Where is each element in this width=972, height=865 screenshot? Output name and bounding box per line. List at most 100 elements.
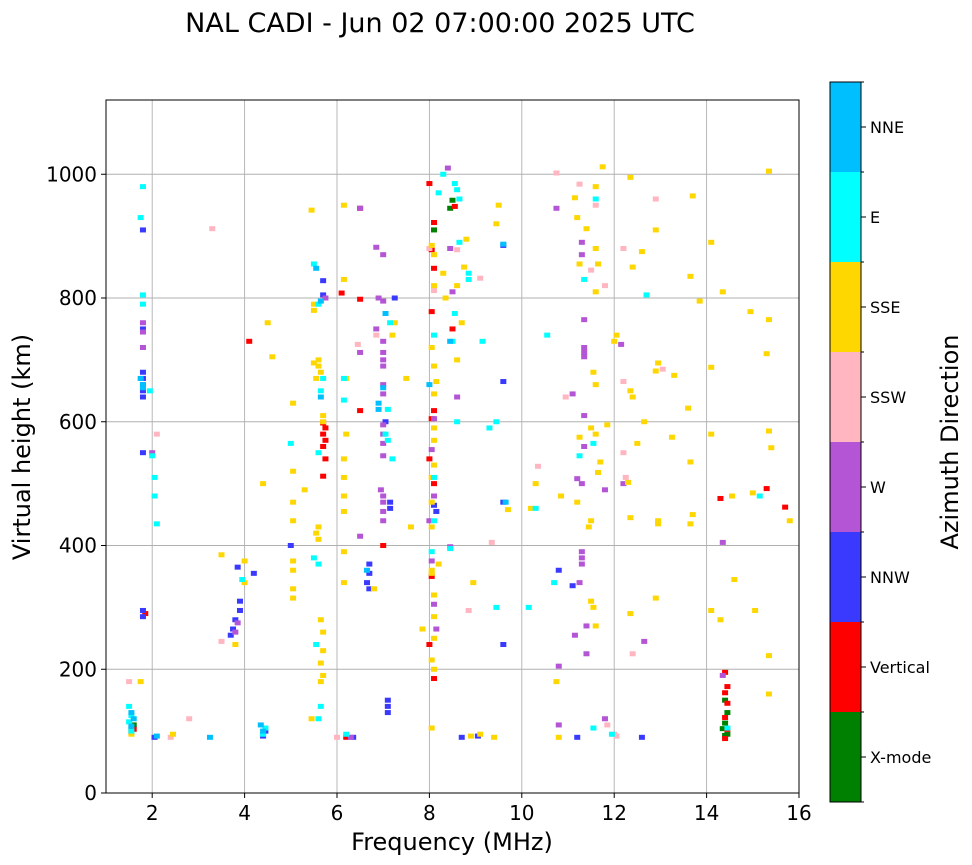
echo-point-w — [232, 629, 239, 635]
echo-point-sse — [317, 679, 324, 685]
echo-point-sse — [454, 357, 461, 363]
echo-point-w — [380, 493, 387, 499]
echo-point-w — [576, 580, 583, 586]
echo-point-sse — [652, 595, 659, 601]
colorbar-segment — [830, 532, 861, 622]
echo-point-nne — [500, 241, 507, 247]
echo-point-sse — [431, 437, 438, 443]
echo-point-w — [601, 487, 608, 493]
echo-point-sse — [290, 586, 297, 592]
echo-point-nne — [139, 382, 146, 388]
echo-point-sse — [320, 419, 327, 425]
echo-point-ssw — [534, 463, 541, 469]
echo-point-w — [581, 444, 588, 449]
echo-point-vertical — [431, 220, 438, 226]
echo-point-w — [578, 561, 585, 567]
echo-point-e — [724, 725, 731, 731]
colorbar-segment — [830, 352, 861, 442]
y-tick-label: 800 — [59, 286, 97, 310]
echo-point-nnw — [500, 379, 507, 385]
echo-point-w — [601, 716, 608, 722]
echo-point-sse — [588, 425, 595, 431]
echo-point-nnw — [569, 583, 576, 589]
x-tick-label: 16 — [786, 801, 811, 825]
echo-point-sse — [340, 202, 347, 208]
echo-point-e — [384, 437, 391, 443]
echo-point-sse — [403, 375, 410, 381]
echo-point-sse — [428, 657, 435, 663]
echo-point-x-mode — [719, 726, 726, 732]
echo-point-sse — [655, 521, 662, 527]
echo-point-sse — [431, 462, 438, 468]
echo-point-vertical — [722, 736, 729, 742]
echo-point-vertical — [322, 456, 329, 462]
echo-point-nnw — [230, 626, 237, 632]
echo-point-w — [428, 558, 435, 564]
echo-point-vertical — [722, 690, 729, 696]
echo-point-vertical — [722, 669, 729, 675]
echo-point-w — [375, 295, 382, 301]
echo-point-w — [555, 663, 562, 669]
echo-point-sse — [320, 648, 327, 654]
echo-point-vertical — [431, 481, 438, 487]
echo-point-w — [380, 453, 387, 459]
echo-point-sse — [571, 195, 578, 201]
echo-point-vertical — [426, 456, 433, 462]
echo-point-sse — [786, 518, 793, 524]
echo-point-ssw — [431, 288, 438, 294]
echo-point-w — [380, 363, 387, 369]
echo-point-sse — [442, 295, 449, 301]
echo-point-nnw — [364, 580, 371, 586]
echo-point-w — [380, 508, 387, 514]
y-tick-label: 400 — [59, 534, 97, 558]
echo-point-e — [479, 338, 486, 344]
echo-point-w — [322, 295, 329, 301]
echo-point-sse — [592, 382, 599, 388]
echo-point-sse — [463, 236, 470, 242]
x-tick-label: 2 — [146, 801, 159, 825]
colorbar-tick-label: SSE — [870, 298, 900, 317]
echo-point-w — [380, 252, 387, 258]
echo-point-ssw — [620, 450, 627, 456]
x-tick-label: 12 — [601, 801, 626, 825]
echo-point-sse — [340, 474, 347, 480]
echo-point-vertical — [717, 495, 724, 501]
echo-point-sse — [477, 731, 484, 737]
echo-point-sse — [431, 614, 438, 620]
echo-point-nnw — [227, 632, 234, 638]
echo-point-ssw — [652, 196, 659, 202]
echo-point-w — [380, 391, 387, 397]
y-tick-label: 600 — [59, 410, 97, 434]
echo-point-nnw — [638, 734, 645, 740]
echo-point-sse — [574, 215, 581, 221]
echo-point-sse — [717, 617, 724, 623]
echo-point-w — [578, 481, 585, 487]
echo-point-sse — [655, 518, 662, 524]
colorbar-tick-label: SSW — [870, 388, 906, 407]
colorbar-segment — [830, 712, 861, 802]
echo-point-nne — [128, 710, 135, 716]
echo-point-vertical — [426, 642, 433, 647]
echo-point-sse — [687, 521, 694, 527]
echo-point-sse — [731, 577, 738, 583]
echo-point-sse — [765, 168, 772, 174]
echo-point-ssw — [588, 267, 595, 273]
echo-point-sse — [592, 246, 599, 251]
echo-point-w — [380, 382, 387, 388]
echo-point-sse — [685, 405, 692, 411]
echo-point-e — [493, 419, 500, 425]
echo-point-nnw — [320, 278, 327, 284]
echo-point-sse — [634, 440, 641, 446]
colorbar-tick-label: Vertical — [870, 658, 930, 677]
echo-point-w — [433, 626, 440, 632]
echo-point-e — [126, 719, 133, 725]
echo-point-w — [618, 341, 625, 347]
echo-point-e — [382, 431, 389, 437]
echo-point-sse — [428, 345, 435, 350]
echo-point-sse — [765, 428, 772, 434]
echo-point-sse — [555, 734, 562, 740]
echo-point-sse — [765, 653, 772, 659]
echo-point-e — [128, 713, 135, 719]
echo-point-sse — [320, 672, 327, 678]
